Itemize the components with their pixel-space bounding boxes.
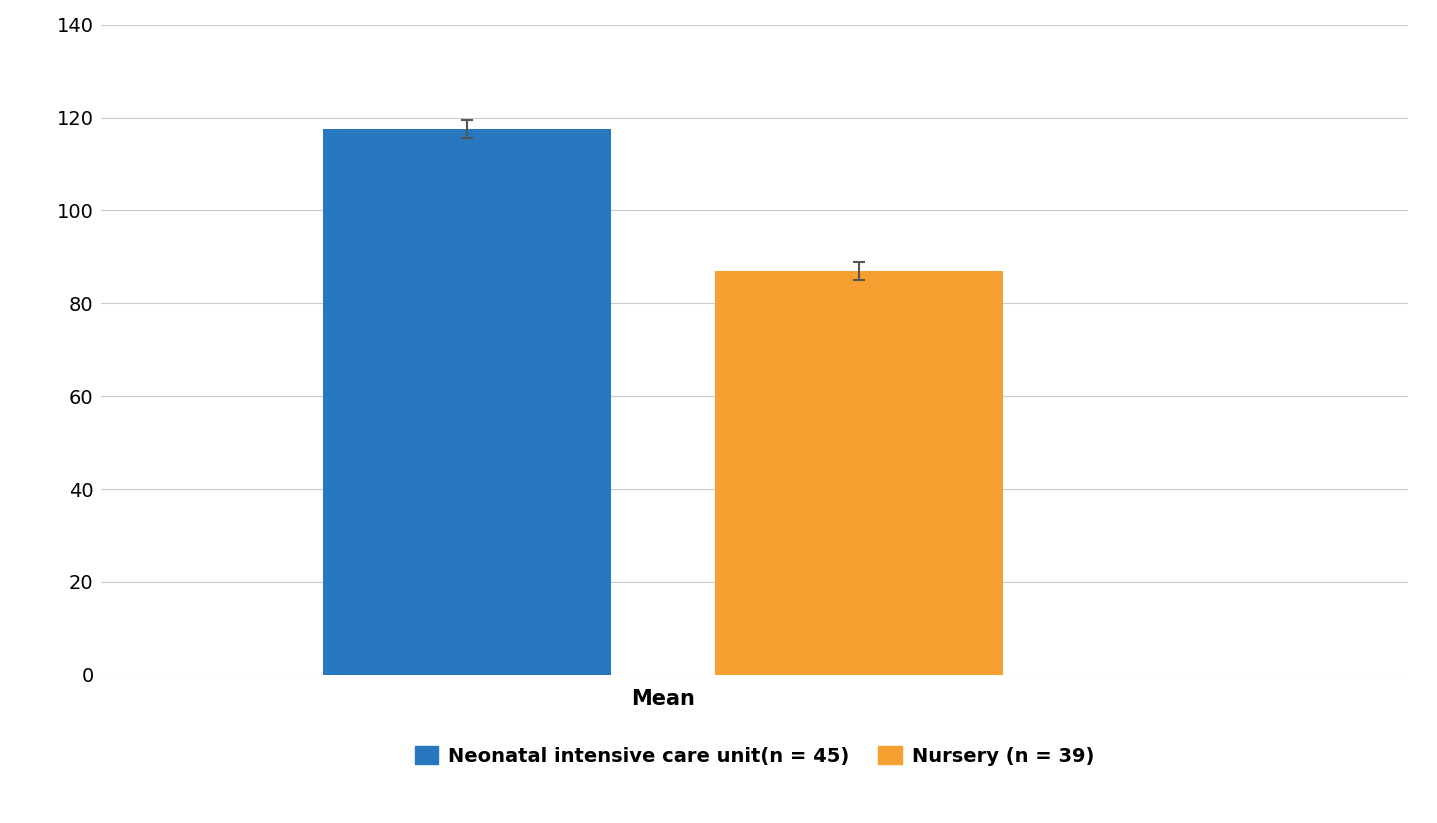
Bar — [716, 271, 1003, 675]
Bar — [323, 129, 611, 675]
Legend: Neonatal intensive care unit(n = 45), Nursery (n = 39): Neonatal intensive care unit(n = 45), Nu… — [405, 737, 1104, 775]
